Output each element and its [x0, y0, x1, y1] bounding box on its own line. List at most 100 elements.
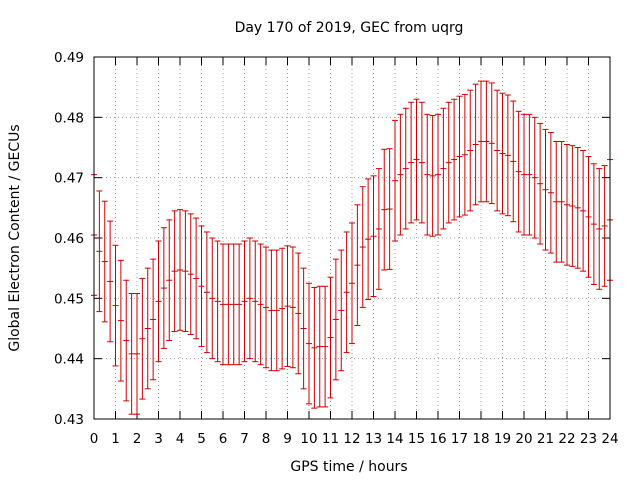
data-point	[338, 249, 345, 372]
data-point	[510, 100, 517, 223]
data-point	[424, 113, 431, 236]
data-point	[435, 113, 441, 236]
data-point	[332, 258, 339, 381]
data-point	[155, 240, 162, 363]
data-point	[96, 190, 103, 313]
data-point	[322, 285, 329, 408]
x-tick-label: 19	[494, 431, 511, 447]
data-point	[354, 204, 361, 326]
data-point	[225, 243, 232, 366]
data-point	[596, 168, 603, 290]
data-point	[182, 210, 189, 333]
x-tick-label: 16	[429, 431, 446, 447]
data-point	[478, 80, 484, 203]
y-tick-label: 0.44	[54, 352, 84, 368]
data-point	[580, 150, 587, 272]
data-point	[257, 243, 264, 366]
data-point	[601, 165, 608, 287]
data-point	[295, 252, 302, 375]
data-point	[123, 279, 130, 402]
data-point	[521, 113, 527, 236]
x-tick-label: 14	[386, 431, 403, 447]
data-point	[117, 259, 124, 382]
data-point	[150, 258, 157, 381]
data-point	[537, 122, 544, 245]
y-tick-label: 0.46	[54, 231, 84, 247]
data-point	[236, 243, 243, 366]
x-tick-label: 8	[262, 431, 271, 447]
data-point	[316, 285, 323, 408]
data-point	[220, 243, 226, 366]
data-point	[531, 116, 538, 239]
data-point	[429, 115, 436, 237]
x-tick-label: 4	[176, 431, 185, 447]
data-point	[214, 240, 221, 363]
data-point	[300, 267, 307, 390]
y-tick-label: 0.49	[54, 50, 84, 66]
data-point	[107, 220, 114, 343]
data-point	[263, 246, 269, 369]
data-point	[440, 107, 447, 230]
data-point	[542, 128, 549, 251]
data-point	[343, 231, 350, 354]
x-tick-label: 11	[322, 431, 339, 447]
data-point	[365, 178, 372, 301]
data-point	[134, 293, 140, 415]
data-point	[370, 175, 377, 298]
x-tick-label: 20	[515, 431, 532, 447]
data-point	[101, 200, 108, 323]
x-tick-label: 7	[240, 431, 249, 447]
data-point	[241, 240, 248, 363]
data-point	[193, 217, 200, 340]
data-point	[375, 168, 382, 290]
y-tick-label: 0.47	[54, 171, 84, 187]
data-point	[230, 243, 237, 366]
x-tick-label: 22	[558, 431, 575, 447]
data-point	[209, 237, 216, 360]
data-point	[284, 245, 291, 368]
plot-frame	[93, 56, 611, 420]
data-point	[203, 231, 210, 354]
x-tick-label: 17	[451, 431, 468, 447]
data-point	[166, 219, 173, 342]
data-point	[590, 163, 597, 285]
data-point	[112, 244, 119, 367]
data-point	[273, 249, 280, 372]
data-point	[402, 107, 409, 230]
data-point	[279, 247, 286, 370]
data-point	[504, 94, 511, 217]
data-point	[198, 225, 205, 348]
x-tick-label: 2	[133, 431, 142, 447]
data-point	[171, 210, 178, 333]
axis-ticks: 0 1 2 3 4 5 6 7 8 9 10 11 12 13 14 15 16 17 18 19 20 21 22 23 24…	[54, 50, 619, 447]
data-point	[139, 277, 146, 400]
data-point	[569, 145, 576, 267]
x-tick-label: 3	[154, 431, 163, 447]
data-point	[472, 83, 479, 206]
data-point	[327, 276, 334, 399]
data-point	[246, 237, 253, 360]
data-point	[526, 113, 533, 236]
data-point	[289, 246, 296, 369]
data-point	[413, 98, 420, 221]
y-axis-label: Global Electron Content / GECUs	[7, 124, 23, 351]
x-tick-label: 21	[537, 431, 554, 447]
x-tick-label: 12	[343, 431, 360, 447]
y-tick-label: 0.43	[54, 412, 84, 428]
data-series	[91, 80, 613, 415]
data-point	[574, 147, 581, 269]
chart-title: Day 170 of 2019, GEC from uqrg	[235, 20, 464, 36]
x-tick-label: 23	[580, 431, 597, 447]
x-tick-label: 9	[283, 431, 292, 447]
data-point	[160, 227, 167, 349]
x-tick-label: 15	[408, 431, 425, 447]
data-point	[494, 89, 501, 212]
data-point	[268, 249, 275, 372]
data-point	[456, 95, 463, 218]
data-point	[547, 131, 554, 254]
data-point	[392, 119, 398, 242]
y-tick-label: 0.45	[54, 291, 84, 307]
data-point	[445, 101, 452, 224]
x-tick-label: 18	[472, 431, 489, 447]
